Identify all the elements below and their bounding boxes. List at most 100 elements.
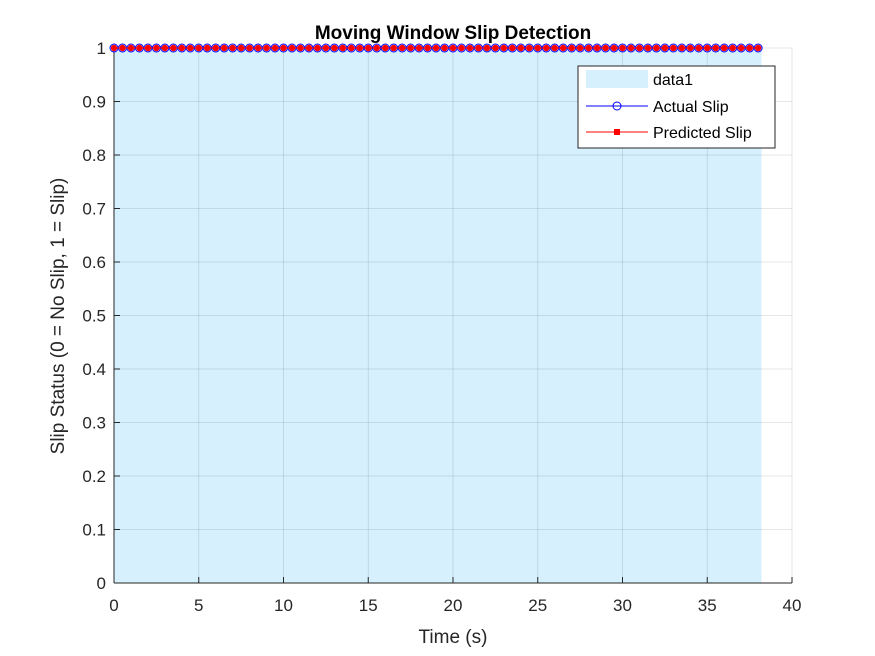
predicted-slip-point [373,44,380,52]
predicted-slip-point [144,44,152,52]
predicted-slip-point [212,44,219,52]
predicted-slip-point [466,44,474,52]
predicted-slip-point [500,44,508,52]
x-tick-label: 10 [274,596,293,615]
predicted-slip-point [339,44,347,52]
x-axis-label: Time (s) [419,627,488,648]
predicted-slip-point [543,44,550,52]
y-tick-label: 0.7 [82,200,106,219]
legend-label-predicted: Predicted Slip [653,125,752,142]
predicted-slip-point [585,44,592,52]
x-tick-label: 15 [359,596,378,615]
predicted-slip-point [407,44,414,52]
y-tick-label: 0 [97,574,106,593]
predicted-slip-point [687,44,694,52]
predicted-slip-point [746,44,753,52]
y-tick-label: 0.9 [82,93,106,112]
predicted-slip-point [475,44,482,52]
series-layer [109,43,763,53]
legend: data1 Actual Slip Predicted Slip [577,65,776,149]
legend-label-area: data1 [653,72,693,89]
predicted-slip-point [153,44,160,52]
predicted-slip-point [492,44,499,52]
predicted-slip-point [390,44,397,52]
y-tick-label: 0.5 [82,307,106,326]
predicted-slip-point [288,44,296,52]
y-tick-label: 0.2 [82,467,106,486]
predicted-slip-point [670,44,677,52]
x-tick-label: 40 [783,596,802,615]
predicted-slip-point [610,44,618,52]
predicted-slip-point [534,44,541,52]
predicted-slip-point [204,44,211,52]
predicted-slip-point [136,44,143,52]
x-tick-label: 0 [109,596,118,615]
predicted-slip-point [331,44,338,52]
predicted-slip-point [593,44,601,52]
predicted-slip-point [449,44,457,52]
predicted-slip-point [127,44,135,52]
predicted-slip-point [729,44,736,52]
predicted-slip-point [415,44,423,52]
predicted-slip-point [483,44,491,52]
predicted-slip-point [517,44,524,52]
predicted-slip-point [119,44,126,52]
predicted-slip-point [170,44,177,52]
predicted-slip-point [695,44,702,52]
x-tick-label: 35 [698,596,717,615]
predicted-slip-point [187,44,194,52]
y-tick-label: 0.1 [82,521,106,540]
x-tick-label: 25 [528,596,547,615]
predicted-slip-point [161,44,169,52]
y-axis-label: Slip Status (0 = No Slip, 1 = Slip) [48,178,69,455]
predicted-slip-point [721,44,728,52]
predicted-slip-point [432,44,440,52]
predicted-slip-point [382,44,389,52]
predicted-slip-point [229,44,236,52]
y-tick-label: 0.3 [82,414,106,433]
predicted-slip-point [314,44,321,52]
predicted-slip-point [568,44,575,52]
axes-layer: 0 5 10 15 20 25 30 35 40 0 0.1 0.2 0.3 0.4 0.5 0.6 0.7 0.… [82,39,801,615]
predicted-slip-point [246,44,253,52]
predicted-slip-point [627,44,635,52]
y-tick-label: 0.4 [82,360,106,379]
predicted-slip-point [220,44,228,52]
predicted-slip-point [110,44,118,52]
predicted-slip-point [636,44,643,52]
x-tick-label: 20 [444,596,463,615]
predicted-slip-point [653,44,660,52]
predicted-slip-point [280,44,287,52]
predicted-slip-point [509,44,516,52]
predicted-slip-point [322,44,330,52]
predicted-slip-point [737,44,745,52]
predicted-slip-point [254,44,262,52]
predicted-slip-point [458,44,465,52]
predicted-slip-point [551,44,558,52]
predicted-slip-point [576,44,584,52]
chart-title: Moving Window Slip Detection [315,23,591,44]
predicted-slip-point [712,44,719,52]
predicted-slip-point [348,44,355,52]
y-tick-label: 0.8 [82,146,106,165]
predicted-slip-point [356,44,363,52]
predicted-slip-point [704,44,711,52]
predicted-slip-point [305,44,313,52]
predicted-slip-point [237,44,245,52]
legend-swatch-predicted-marker [614,129,620,135]
predicted-slip-point [263,44,270,52]
predicted-slip-point [661,44,669,52]
predicted-slip-point [678,44,686,52]
predicted-slip-point [178,44,185,52]
x-tick-label: 5 [194,596,203,615]
legend-label-actual: Actual Slip [653,99,729,116]
predicted-slip-point [424,44,431,52]
predicted-slip-point [619,44,626,52]
predicted-slip-point [754,44,762,52]
predicted-slip-point [602,44,609,52]
predicted-slip-point [398,44,406,52]
predicted-slip-point [526,44,533,52]
predicted-slip-point [559,44,567,52]
legend-swatch-actual-marker [612,101,622,111]
